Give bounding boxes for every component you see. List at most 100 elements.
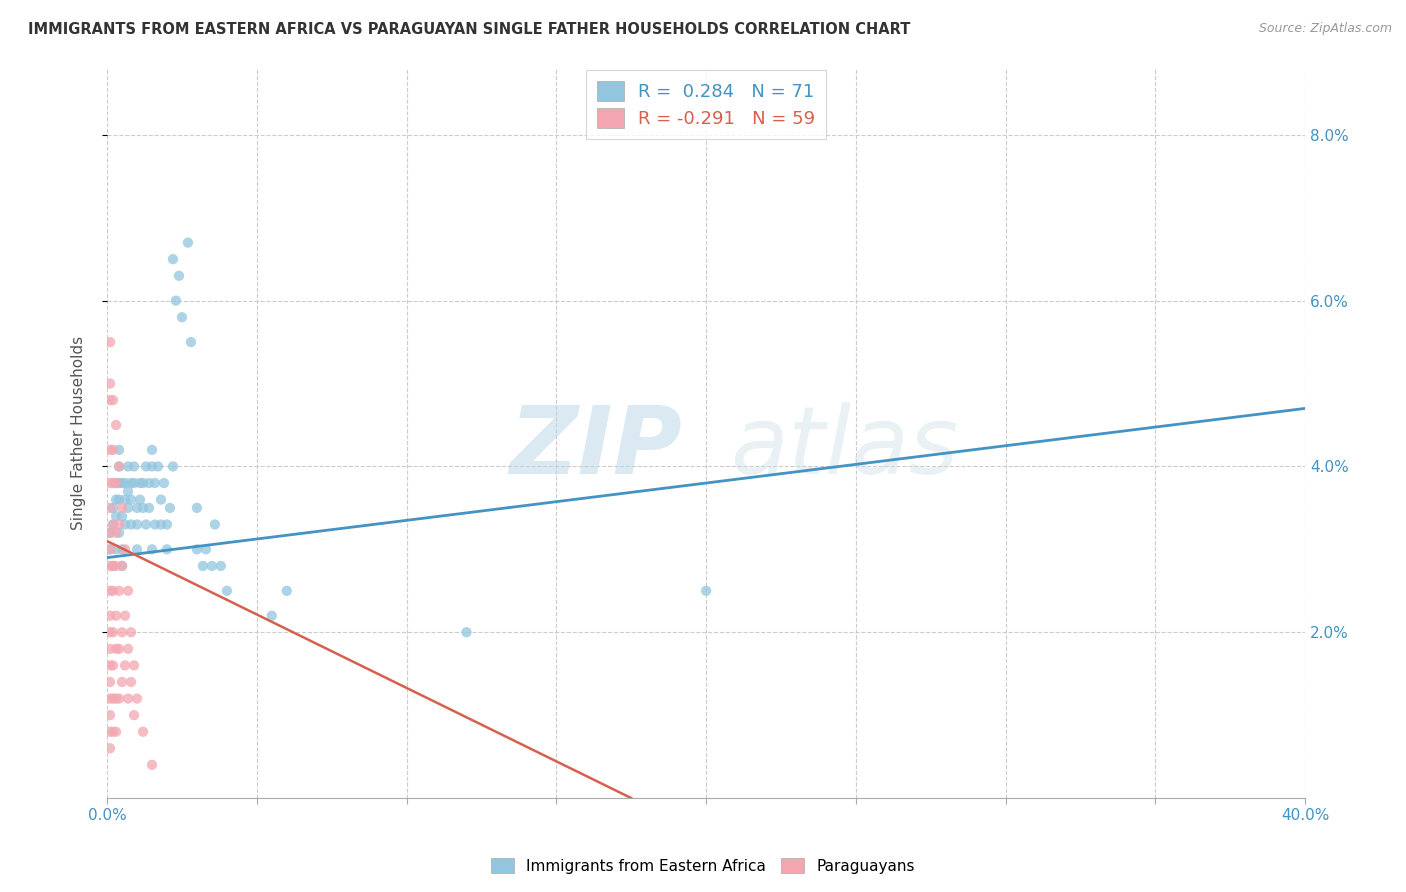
Point (120, 517, 142, 532)
Point (120, 492, 142, 507)
Text: atlas: atlas (730, 402, 959, 493)
Point (141, 542, 163, 557)
Point (108, 459, 131, 474)
Point (122, 658, 145, 673)
Point (105, 724, 128, 739)
Point (194, 542, 217, 557)
Point (101, 691, 124, 706)
Point (108, 583, 131, 598)
Point (125, 542, 148, 557)
Point (132, 724, 155, 739)
Point (129, 492, 152, 507)
Point (101, 583, 124, 598)
Point (120, 476, 142, 491)
Point (276, 583, 298, 598)
Point (125, 691, 148, 706)
Point (170, 310, 193, 325)
Point (117, 583, 139, 598)
Point (105, 542, 128, 557)
Point (111, 476, 134, 491)
Point (98, 476, 121, 491)
Legend: R =  0.284   N = 71, R = -0.291   N = 59: R = 0.284 N = 71, R = -0.291 N = 59 (586, 70, 827, 139)
Point (98, 691, 121, 706)
Point (111, 558, 134, 573)
Point (98, 724, 121, 739)
Point (105, 476, 128, 491)
Point (156, 542, 179, 557)
Point (132, 500, 155, 515)
Point (101, 500, 124, 515)
Point (695, 583, 717, 598)
Point (129, 476, 152, 491)
Point (204, 517, 226, 532)
Point (101, 393, 124, 408)
Point (186, 500, 208, 515)
Point (98, 542, 121, 557)
Point (98, 741, 121, 756)
Point (98, 442, 121, 457)
Point (108, 459, 131, 474)
Point (120, 625, 142, 640)
Point (108, 442, 131, 457)
Point (108, 492, 131, 507)
Point (111, 625, 134, 640)
Point (98, 335, 121, 350)
Point (117, 484, 139, 499)
Point (153, 476, 176, 491)
Point (108, 691, 131, 706)
Point (105, 558, 128, 573)
Point (114, 542, 136, 557)
Point (98, 500, 121, 515)
Point (105, 476, 128, 491)
Point (167, 268, 190, 283)
Point (111, 558, 134, 573)
Point (201, 558, 224, 573)
Point (122, 708, 145, 723)
Point (105, 608, 128, 623)
Point (114, 476, 136, 491)
Point (101, 625, 124, 640)
Point (101, 558, 124, 573)
Point (98, 641, 121, 656)
Point (101, 442, 124, 457)
Point (101, 476, 124, 491)
Point (180, 335, 202, 350)
Point (159, 500, 181, 515)
Point (111, 542, 134, 557)
Point (162, 459, 184, 474)
Point (117, 691, 139, 706)
Point (117, 500, 139, 515)
Point (111, 509, 134, 524)
Point (165, 293, 187, 308)
Point (456, 625, 478, 640)
Point (117, 641, 139, 656)
Point (138, 476, 160, 491)
Point (149, 492, 172, 507)
Point (98, 583, 121, 598)
Point (125, 517, 148, 532)
Point (105, 691, 128, 706)
Point (122, 476, 145, 491)
Point (98, 525, 121, 540)
Point (186, 542, 208, 557)
Point (143, 517, 166, 532)
Point (98, 625, 121, 640)
Point (156, 517, 179, 532)
Point (149, 517, 172, 532)
Point (111, 675, 134, 690)
Point (101, 558, 124, 573)
Point (114, 658, 136, 673)
Point (209, 558, 232, 573)
Point (215, 583, 238, 598)
Text: IMMIGRANTS FROM EASTERN AFRICA VS PARAGUAYAN SINGLE FATHER HOUSEHOLDS CORRELATIO: IMMIGRANTS FROM EASTERN AFRICA VS PARAGU… (28, 22, 911, 37)
Y-axis label: Single Father Households: Single Father Households (72, 336, 86, 531)
Point (98, 558, 121, 573)
Point (98, 393, 121, 408)
Point (98, 376, 121, 391)
Point (114, 608, 136, 623)
Point (105, 525, 128, 540)
Point (114, 517, 136, 532)
Point (141, 442, 163, 457)
Point (105, 492, 128, 507)
Point (108, 641, 131, 656)
